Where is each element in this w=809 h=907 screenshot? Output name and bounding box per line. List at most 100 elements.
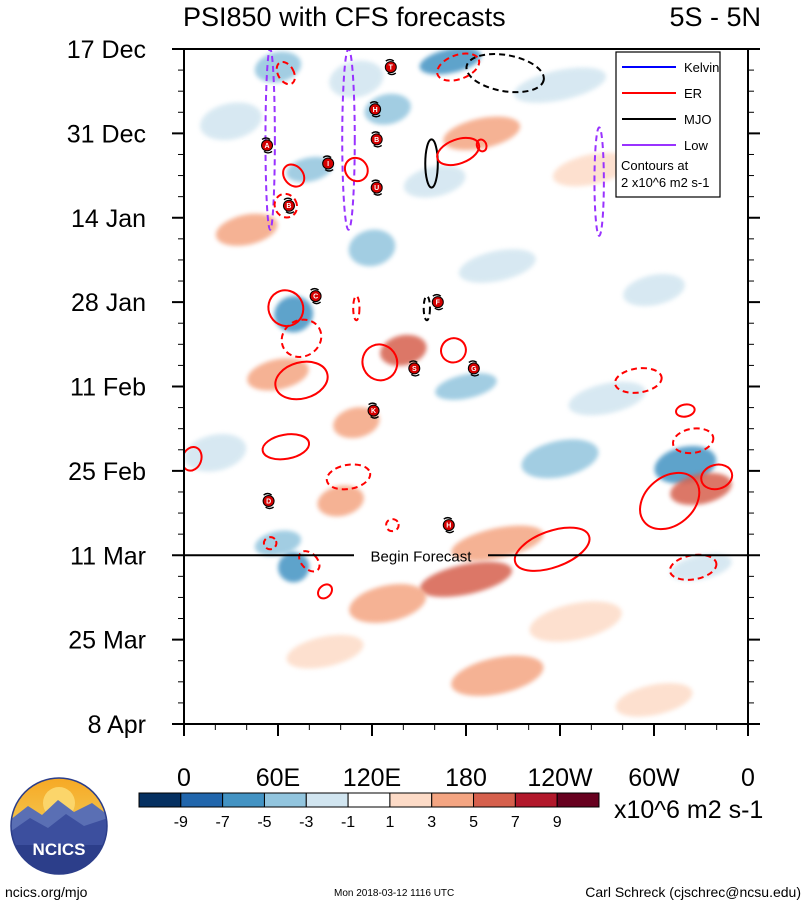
anomaly-streak <box>443 116 521 151</box>
contour-er <box>440 337 467 364</box>
colorbar-swatch <box>514 792 558 808</box>
legend-box <box>615 51 721 198</box>
forecast-line: Begin Forecast <box>184 548 748 565</box>
y-tick-label: 25 Mar <box>68 627 146 655</box>
colorbar-tick-label: 3 <box>427 814 436 831</box>
storm-marker: F <box>431 293 444 311</box>
storm-marker: A <box>261 137 274 154</box>
contour-er <box>262 536 278 551</box>
contour-mjo <box>424 138 439 189</box>
storm-marker-label: S <box>412 366 417 373</box>
colorbar-tick-label: 9 <box>553 814 562 831</box>
y-tick-label: 11 Mar <box>70 542 146 570</box>
anomaly-streak <box>333 407 380 439</box>
anomaly-streak <box>568 381 646 416</box>
contour-low <box>341 49 356 231</box>
legend-note: Contours at <box>621 158 689 173</box>
storm-marker: U <box>370 179 383 196</box>
chart-subtitle: 5S - 5N <box>669 2 761 32</box>
storm-marker: C <box>309 287 322 305</box>
contour-er <box>385 518 400 533</box>
contour-er <box>317 583 333 600</box>
contour-er <box>274 360 329 401</box>
colorbar: -9 -7 -5 -3 -1 1 3 5 7 9 x10^6 m2 s-1 <box>138 792 763 831</box>
anomaly-streak <box>317 485 364 517</box>
contour-er <box>513 526 591 572</box>
anomaly-streak <box>529 601 622 642</box>
anomaly-streak <box>286 156 333 183</box>
contour-er <box>675 403 696 418</box>
colorbar-swatch <box>222 792 265 808</box>
storm-marker: B <box>282 197 295 214</box>
y-axis: 17 Dec 31 Dec 14 Jan 28 Jan 11 Feb 25 Feb 11 M… <box>67 36 760 739</box>
contour-er <box>275 60 296 86</box>
anomaly-streak <box>278 552 310 583</box>
colorbar-swatch <box>431 792 475 808</box>
storm-marker: K <box>367 402 380 419</box>
footer-author: Carl Schreck (cjschrec@ncsu.edu) <box>585 884 801 900</box>
anomaly-streak <box>670 472 732 506</box>
x-tick-label: 120W <box>527 764 593 792</box>
anomaly-streak <box>254 530 302 556</box>
anomaly-streak <box>349 583 427 623</box>
contour-low <box>593 126 605 237</box>
colorbar-tick-label: 7 <box>511 814 520 831</box>
colorbar-swatch <box>556 792 600 808</box>
storm-marker-label: U <box>374 185 379 192</box>
logo-text: NCICS <box>33 840 86 859</box>
storm-marker: B <box>370 131 383 148</box>
ncics-logo: NCICS <box>10 777 108 875</box>
contour-er <box>280 318 323 358</box>
colorbar-tick-label: 5 <box>469 814 478 831</box>
storm-marker: I <box>322 155 335 172</box>
contour-er <box>267 289 305 328</box>
colorbar-swatch <box>180 792 224 808</box>
colorbar-tick-label: 1 <box>385 814 394 831</box>
storm-marker: S <box>408 360 421 377</box>
storm-marker-label: H <box>446 523 451 530</box>
contour-er <box>325 463 372 491</box>
storm-marker-label: D <box>266 499 271 506</box>
x-tick-label: 0 <box>177 764 191 792</box>
contour-er <box>261 433 311 461</box>
anomaly-streak <box>458 249 536 283</box>
x-tick-label: 120E <box>343 764 401 792</box>
anomaly-streak <box>513 67 607 103</box>
contour-low <box>264 49 276 231</box>
y-tick-label: 25 Feb <box>68 458 146 486</box>
colorbar-tick-label: -5 <box>257 814 271 831</box>
contour-er <box>282 163 306 188</box>
y-tick-label: 11 Feb <box>70 374 146 402</box>
contour-mjo <box>465 53 545 94</box>
legend-label: MJO <box>684 112 711 127</box>
anomaly-streak <box>521 439 599 479</box>
storm-marker-label: G <box>471 366 477 373</box>
colorbar-swatch <box>305 792 349 808</box>
anomaly-streak <box>419 561 513 598</box>
anomaly-streak <box>215 213 278 246</box>
y-tick-label: 28 Jan <box>71 289 146 317</box>
anomaly-streak <box>380 334 427 366</box>
x-tick-label: 60E <box>256 764 300 792</box>
storm-marker: T <box>384 58 397 76</box>
legend-label: ER <box>684 86 702 101</box>
legend-note: 2 x10^6 m2 s-1 <box>621 175 709 190</box>
anomaly-streak <box>451 655 544 696</box>
storm-marker: D <box>262 492 275 510</box>
y-tick-label: 8 Apr <box>88 711 146 739</box>
x-tick-label: 60W <box>628 764 680 792</box>
x-tick-label: 180 <box>445 764 487 792</box>
chart-legend: Kelvin ER MJO Low Contours at 2 x10^6 m2 s-1 <box>615 51 721 198</box>
storm-marker-label: K <box>371 408 376 415</box>
footer-timestamp: Mon 2018-03-12 1116 UTC <box>334 888 455 899</box>
anomaly-streak <box>435 373 497 400</box>
anomaly-streak <box>670 553 732 581</box>
chart-title: PSI850 with CFS forecasts <box>183 2 506 32</box>
contour-er <box>352 295 361 322</box>
storm-marker: G <box>467 360 480 377</box>
storm-marker-label: I <box>327 161 329 168</box>
x-tick-label: 0 <box>741 764 755 792</box>
colorbar-swatch <box>138 792 182 808</box>
colorbar-tick-label: -3 <box>299 814 313 831</box>
